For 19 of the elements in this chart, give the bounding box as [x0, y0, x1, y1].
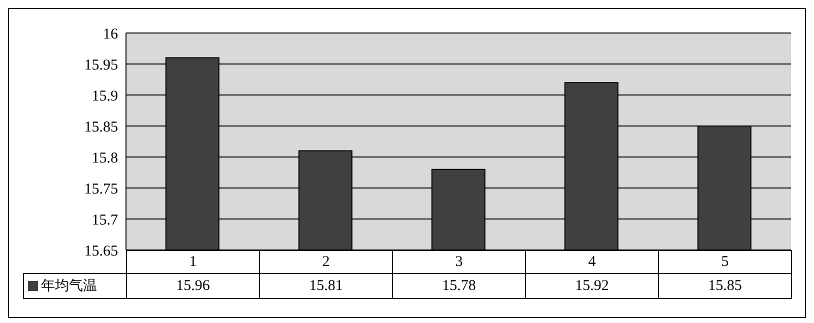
- x-tick-label: 3: [392, 250, 526, 274]
- y-tick-label: 15.75: [84, 181, 118, 198]
- x-tick-label: 2: [259, 250, 393, 274]
- legend-label: 年均气温: [41, 277, 97, 295]
- x-tick-label: 1: [126, 250, 260, 274]
- y-tick-label: 15.85: [84, 119, 118, 136]
- x-tick-label: 5: [658, 250, 792, 274]
- y-tick-label: 15.9: [92, 88, 118, 104]
- x-tick-label: 4: [525, 250, 659, 274]
- y-tick-label: 15.95: [84, 57, 118, 74]
- data-label: 15.92: [525, 273, 659, 299]
- data-label: 15.96: [126, 273, 260, 299]
- data-label: 15.78: [392, 273, 526, 299]
- y-tick-label: 16: [103, 26, 118, 42]
- y-tick-label: 15.8: [92, 150, 118, 166]
- data-label: 15.85: [658, 273, 792, 299]
- y-tick-label: 15.65: [84, 243, 118, 260]
- data-label: 15.81: [259, 273, 393, 299]
- y-tick-label: 15.7: [92, 212, 118, 228]
